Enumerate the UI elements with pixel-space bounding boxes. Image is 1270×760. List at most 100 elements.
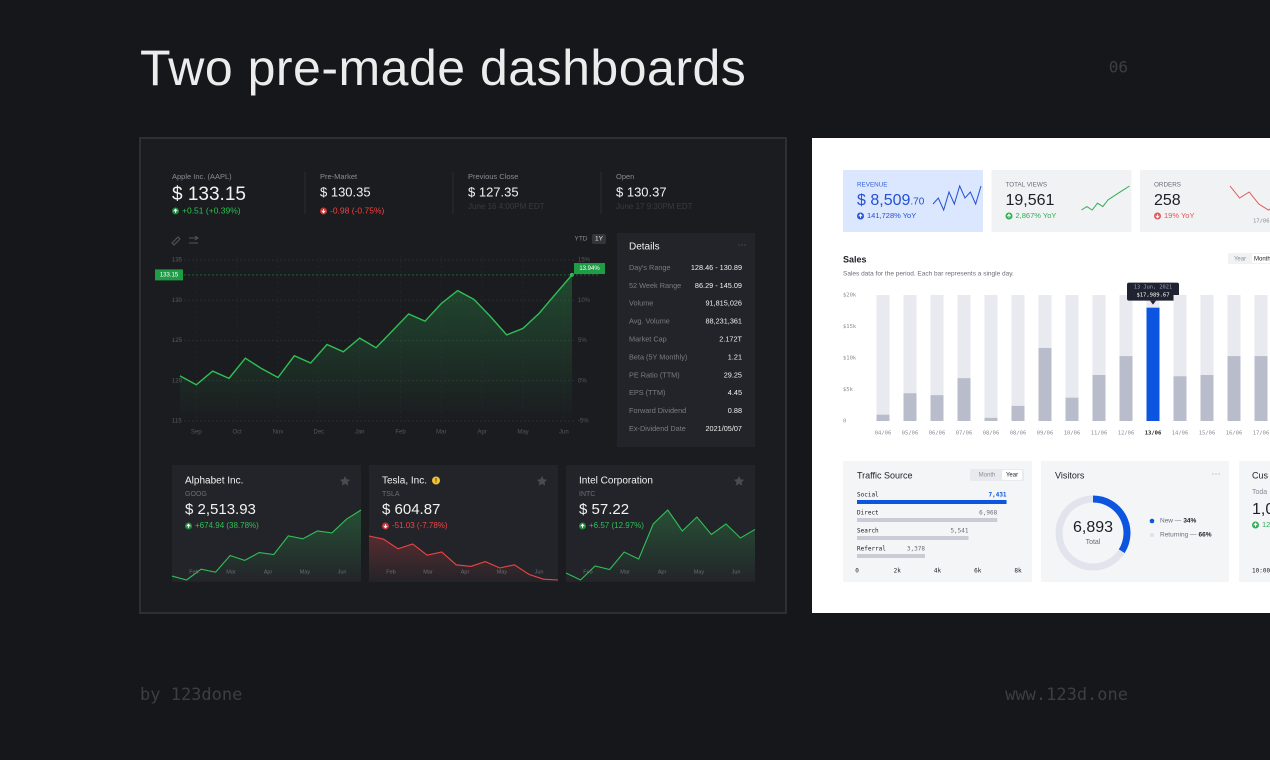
quote-note: June 16 4:00PM EDT (468, 202, 545, 211)
card-change: 12 (1262, 520, 1270, 529)
row-value: 7,431 (988, 492, 1006, 499)
details-label: Market Cap (629, 335, 667, 344)
x-tick-label: Mar (620, 569, 630, 575)
row-value: 5,541 (950, 528, 968, 535)
bar[interactable] (1119, 356, 1133, 421)
y-tick-label: 130 (172, 298, 183, 304)
stock-name: Tesla, Inc. (382, 476, 427, 487)
x-tick-label: 11/06 (1091, 431, 1108, 437)
bar[interactable] (876, 414, 890, 421)
quote-label: Pre-Market (320, 172, 358, 181)
details-value: 91,815,026 (705, 299, 742, 308)
kpi-change: 2,867% YoY (1016, 211, 1057, 220)
stock-ticker: INTC (579, 491, 595, 498)
toggle-active[interactable] (1252, 254, 1270, 263)
toggle-active[interactable] (1002, 470, 1022, 480)
y-tick-label: 125 (172, 338, 183, 344)
star-icon[interactable] (733, 476, 745, 486)
bar[interactable] (1227, 356, 1241, 421)
x-tick-label: Feb (386, 569, 395, 575)
kpi-card[interactable] (991, 170, 1132, 232)
y-tick-label: $5k (843, 387, 854, 393)
donut-segment[interactable] (1055, 495, 1125, 571)
y-tick-label: 0 (843, 419, 846, 425)
bar[interactable] (1146, 307, 1160, 421)
bar[interactable] (1011, 405, 1025, 421)
details-label: Volume (629, 299, 653, 308)
bar[interactable] (930, 395, 944, 421)
stock-change: +6.57 (12.97%) (589, 521, 644, 530)
slide-title: Two pre-made dashboards (140, 40, 746, 96)
bar[interactable] (1200, 375, 1214, 421)
legend-dot (1149, 518, 1155, 524)
bar[interactable] (1254, 356, 1268, 421)
quote-label: Open (616, 172, 634, 181)
hbar[interactable] (857, 518, 998, 522)
bar[interactable] (984, 417, 998, 421)
trend-arrow (580, 523, 585, 528)
change-badge (574, 263, 605, 275)
x-tick-label: Jun (535, 569, 544, 575)
x-tick-label: Oct (232, 430, 242, 436)
quote-price: $ 130.35 (320, 184, 371, 199)
bar[interactable] (1038, 347, 1052, 421)
details-label: Ex-Dividend Date (629, 424, 686, 433)
compare-icon[interactable] (189, 235, 199, 244)
x-tick-label: Jun (732, 569, 741, 575)
range-button: 1Y (595, 236, 604, 243)
x-tick-label: 13/06 (1145, 431, 1162, 437)
quote-price: $ 133.15 (172, 184, 246, 205)
range-button: YTD (575, 236, 588, 243)
draw-icon[interactable] (171, 236, 181, 246)
kpi-card[interactable] (1140, 170, 1270, 232)
more-button[interactable]: ··· (738, 239, 747, 249)
bar[interactable] (957, 378, 971, 421)
hbar[interactable] (857, 554, 925, 558)
change-badge-text: 13.94% (579, 266, 600, 272)
x-tick-label: May (497, 569, 508, 575)
kpi-spark-label: 17/06 (1253, 219, 1270, 225)
sparkline (368, 535, 559, 581)
card-time: 10:00 (1252, 568, 1270, 575)
x-tick-label: Jan (355, 430, 365, 436)
donut-segment[interactable] (1092, 495, 1131, 554)
trend-arrow (1006, 213, 1012, 218)
hbar[interactable] (857, 536, 969, 540)
sparkline (565, 509, 756, 581)
details-value: 1.21 (728, 352, 742, 361)
warning-mark: ! (435, 479, 437, 485)
toggle-option: Month (979, 473, 996, 479)
card-value: 1,0 (1252, 501, 1270, 518)
bar[interactable] (1173, 376, 1187, 421)
warning-icon (432, 476, 441, 485)
y-tick-label: $10k (843, 356, 857, 362)
range-active[interactable] (592, 234, 606, 244)
hbar[interactable] (857, 500, 1007, 504)
y2-tick-label: 0% (578, 378, 587, 384)
y-tick-label: $20k (843, 293, 857, 299)
bar-track (1011, 295, 1025, 421)
bar[interactable] (1092, 375, 1106, 421)
more-button[interactable]: ··· (1212, 468, 1221, 478)
bar[interactable] (1065, 397, 1079, 421)
x-tick-label: Mar (226, 569, 236, 575)
x-tick-label: 14/06 (1172, 431, 1189, 437)
kpi-card[interactable] (843, 170, 983, 232)
bar[interactable] (903, 393, 917, 421)
sparkline-area (172, 510, 361, 582)
trend-arrow (383, 524, 388, 529)
kpi-label: REVENUE (857, 182, 887, 189)
kpi-label: ORDERS (1154, 182, 1181, 189)
x-tick-label: 2k (894, 568, 902, 575)
star-icon[interactable] (536, 476, 548, 486)
x-tick-label: Apr (264, 569, 273, 575)
x-tick-label: Jun (338, 569, 347, 575)
star-icon[interactable] (339, 476, 351, 486)
tooltip-title: 13 Jun, 2021 (1134, 285, 1172, 291)
row-value: 6,968 (979, 510, 997, 517)
legend-label: New — (1160, 518, 1182, 525)
trend-arrow (186, 523, 191, 528)
y-tick-label: 135 (172, 258, 183, 264)
x-tick-label: Nov (273, 430, 284, 436)
